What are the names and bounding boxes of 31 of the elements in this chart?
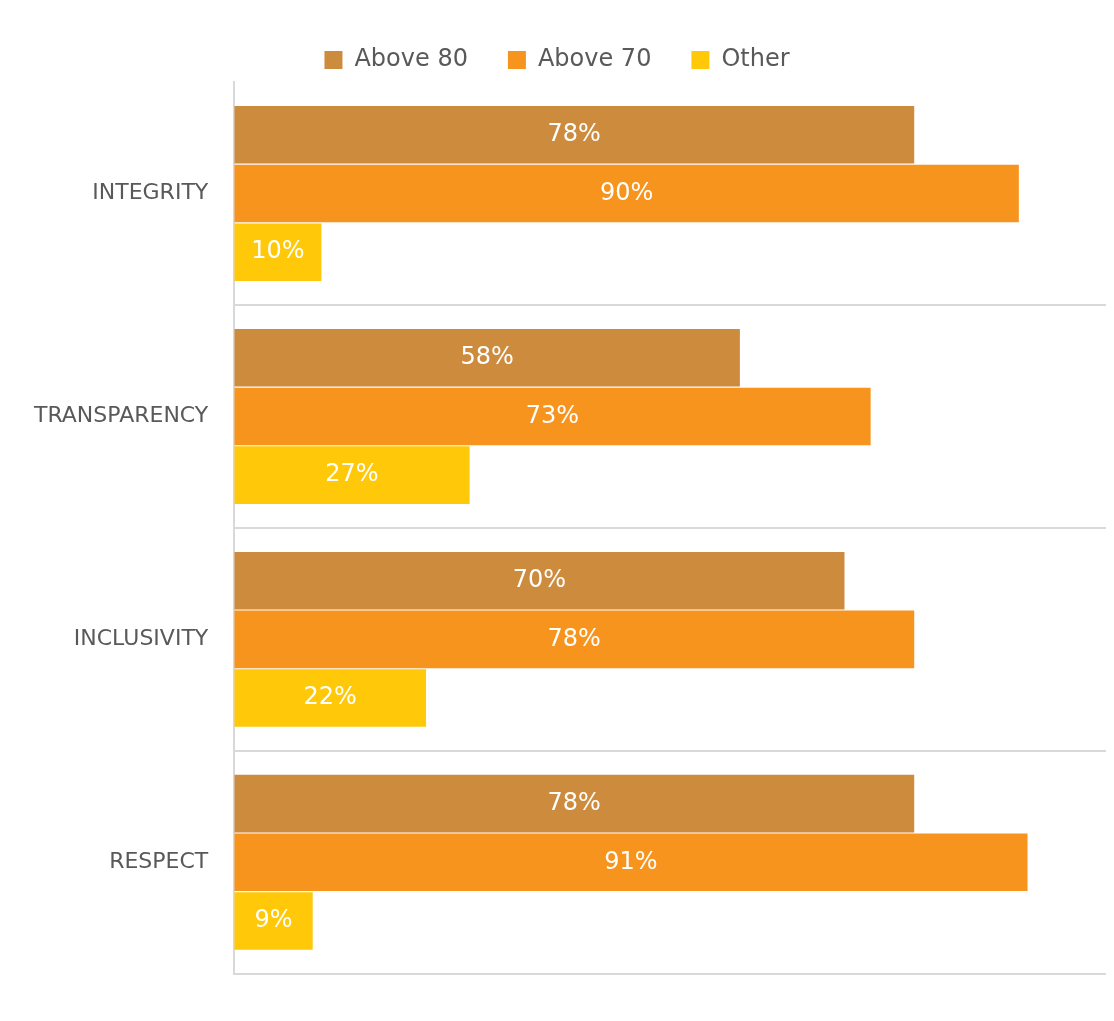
bar bbox=[234, 387, 871, 446]
legend-label: Other bbox=[721, 44, 790, 73]
data-label: 78% bbox=[547, 119, 601, 147]
bar bbox=[234, 669, 427, 727]
data-label: 91% bbox=[604, 846, 658, 875]
bar bbox=[234, 551, 845, 610]
data-label: 22% bbox=[303, 682, 357, 711]
bar bbox=[234, 223, 322, 281]
y-tick-label: TRANSPARENCY bbox=[32, 402, 209, 428]
bar bbox=[234, 328, 740, 387]
data-label: 70% bbox=[512, 564, 567, 593]
bar bbox=[234, 164, 1019, 223]
data-label: 78% bbox=[547, 623, 601, 652]
data-label: 73% bbox=[525, 400, 580, 429]
bar bbox=[234, 892, 313, 950]
data-label: 90% bbox=[599, 177, 654, 206]
bar bbox=[234, 833, 1028, 892]
legend-label: Above 80 bbox=[354, 44, 468, 73]
legend-label: Above 70 bbox=[537, 44, 652, 73]
y-tick-label: INCLUSIVITY bbox=[73, 625, 209, 651]
bar bbox=[234, 446, 470, 504]
data-label: 9% bbox=[254, 905, 293, 934]
data-label: 78% bbox=[547, 787, 601, 816]
y-tick-label: INTEGRITY bbox=[92, 179, 209, 205]
data-label: 58% bbox=[460, 341, 514, 370]
data-label: 27% bbox=[325, 459, 379, 488]
y-tick-label: RESPECT bbox=[109, 848, 209, 874]
bar bbox=[234, 106, 915, 164]
bar bbox=[234, 610, 915, 669]
bar bbox=[234, 774, 915, 833]
data-label: 10% bbox=[251, 236, 305, 265]
